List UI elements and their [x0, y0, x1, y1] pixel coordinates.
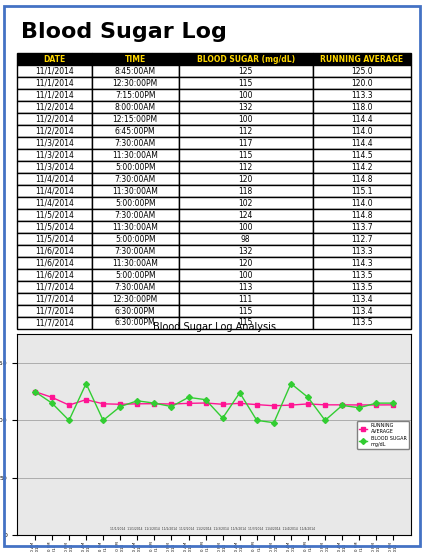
BLOOD SUGAR
mg/dL — [288, 380, 293, 387]
RUNNING
AVERAGE — [203, 400, 208, 406]
BLOOD SUGAR
mg/dL — [32, 388, 37, 395]
BLOOD SUGAR
mg/dL — [357, 405, 362, 411]
BLOOD SUGAR
mg/dL — [271, 420, 276, 426]
RUNNING
AVERAGE — [50, 394, 55, 401]
Text: Blood Sugar Log: Blood Sugar Log — [21, 23, 227, 43]
BLOOD SUGAR
mg/dL — [152, 400, 157, 406]
BLOOD SUGAR
mg/dL — [203, 396, 208, 403]
BLOOD SUGAR
mg/dL — [67, 417, 72, 424]
RUNNING
AVERAGE — [118, 401, 123, 407]
BLOOD SUGAR
mg/dL — [323, 417, 328, 424]
RUNNING
AVERAGE — [220, 401, 225, 407]
Text: 11/1/2014  11/1/2014  11/1/2014  11/2/2014  11/2/2014  11/2/2014  11/3/2014  11/: 11/1/2014 11/1/2014 11/1/2014 11/2/2014 … — [109, 527, 315, 531]
RUNNING
AVERAGE — [305, 401, 310, 407]
RUNNING
AVERAGE — [169, 401, 174, 407]
RUNNING
AVERAGE — [135, 401, 140, 407]
BLOOD SUGAR
mg/dL — [237, 390, 242, 396]
BLOOD SUGAR
mg/dL — [186, 394, 191, 401]
RUNNING
AVERAGE — [32, 388, 37, 395]
RUNNING
AVERAGE — [374, 402, 379, 408]
Legend: RUNNING
AVERAGE, BLOOD SUGAR
mg/dL: RUNNING AVERAGE, BLOOD SUGAR mg/dL — [357, 421, 409, 449]
RUNNING
AVERAGE — [186, 400, 191, 407]
RUNNING
AVERAGE — [84, 396, 89, 403]
RUNNING
AVERAGE — [357, 402, 362, 408]
BLOOD SUGAR
mg/dL — [84, 380, 89, 387]
Line: BLOOD SUGAR
mg/dL: BLOOD SUGAR mg/dL — [33, 381, 396, 424]
RUNNING
AVERAGE — [254, 401, 259, 408]
RUNNING
AVERAGE — [237, 400, 242, 407]
RUNNING
AVERAGE — [323, 401, 328, 408]
BLOOD SUGAR
mg/dL — [305, 394, 310, 401]
RUNNING
AVERAGE — [340, 401, 345, 408]
RUNNING
AVERAGE — [288, 402, 293, 408]
BLOOD SUGAR
mg/dL — [169, 404, 174, 410]
BLOOD SUGAR
mg/dL — [100, 417, 106, 424]
Title: Blood Sugar Log Analysis: Blood Sugar Log Analysis — [153, 322, 276, 332]
RUNNING
AVERAGE — [100, 401, 106, 407]
BLOOD SUGAR
mg/dL — [374, 400, 379, 406]
BLOOD SUGAR
mg/dL — [254, 417, 259, 424]
RUNNING
AVERAGE — [391, 401, 396, 408]
BLOOD SUGAR
mg/dL — [50, 400, 55, 406]
RUNNING
AVERAGE — [67, 402, 72, 408]
BLOOD SUGAR
mg/dL — [118, 404, 123, 410]
RUNNING
AVERAGE — [152, 400, 157, 407]
RUNNING
AVERAGE — [271, 402, 276, 409]
BLOOD SUGAR
mg/dL — [340, 402, 345, 408]
Line: RUNNING
AVERAGE: RUNNING AVERAGE — [33, 390, 396, 408]
BLOOD SUGAR
mg/dL — [135, 397, 140, 404]
BLOOD SUGAR
mg/dL — [391, 400, 396, 406]
BLOOD SUGAR
mg/dL — [220, 415, 225, 421]
